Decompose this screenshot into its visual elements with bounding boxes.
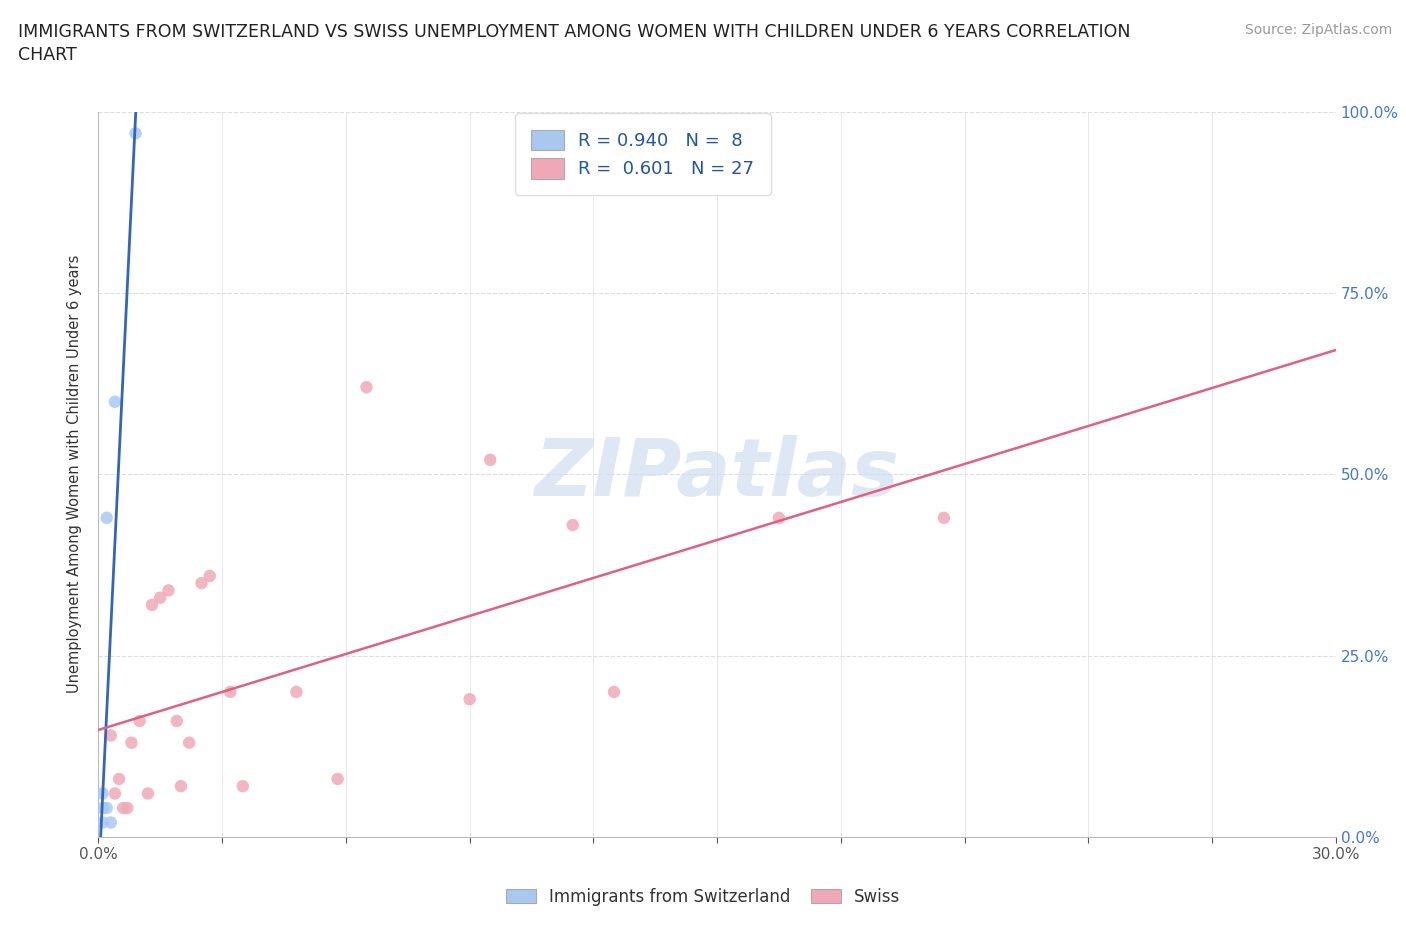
Point [285,684,308,699]
Point [170,778,193,793]
Point [91,786,114,801]
Point [326,772,349,787]
Point [458,692,481,707]
Point [768,511,790,525]
Text: IMMIGRANTS FROM SWITZERLAND VS SWISS UNEMPLOYMENT AMONG WOMEN WITH CHILDREN UNDE: IMMIGRANTS FROM SWITZERLAND VS SWISS UNE… [18,23,1130,41]
Point [117,801,139,816]
Point [112,801,135,816]
Legend: R = 0.940   N =  8, R =  0.601   N = 27: R = 0.940 N = 8, R = 0.601 N = 27 [515,113,770,194]
Point [128,713,150,728]
Point [136,786,159,801]
Point [104,394,127,409]
Text: ZIPatlas: ZIPatlas [534,435,900,513]
Point [356,379,378,394]
Point [149,591,172,605]
Point [96,801,118,816]
Point [219,684,242,699]
Point [603,684,626,699]
Text: Source: ZipAtlas.com: Source: ZipAtlas.com [1244,23,1392,37]
Point [179,736,201,751]
Legend: Immigrants from Switzerland, Swiss: Immigrants from Switzerland, Swiss [499,881,907,912]
Point [232,778,254,793]
Point [166,713,188,728]
Point [100,728,122,743]
Point [104,786,127,801]
Text: CHART: CHART [18,46,77,64]
Point [157,583,180,598]
Point [479,452,502,467]
Point [198,568,221,583]
Point [124,126,146,140]
Point [190,576,212,591]
Y-axis label: Unemployment Among Women with Children Under 6 years: Unemployment Among Women with Children U… [67,255,83,694]
Point [561,518,583,533]
Point [100,815,122,830]
Point [91,801,114,816]
Point [108,772,131,787]
Point [141,597,163,612]
Point [91,815,114,830]
Point [96,511,118,525]
Point [120,736,142,751]
Point [932,511,955,525]
